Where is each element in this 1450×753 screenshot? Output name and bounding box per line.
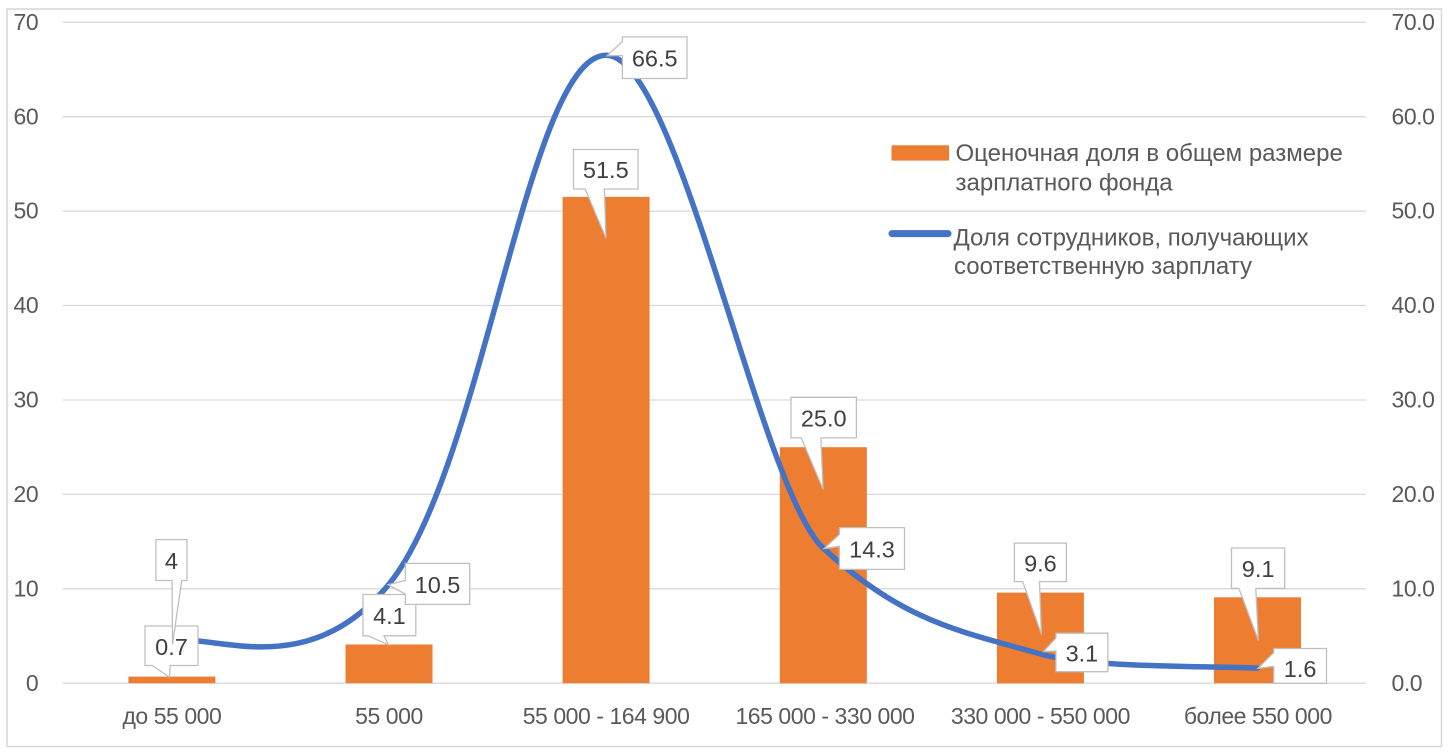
svg-text:55 000 - 164 900: 55 000 - 164 900 [523,703,690,729]
svg-text:4.1: 4.1 [373,603,406,629]
svg-text:55 000: 55 000 [355,703,423,729]
svg-text:51.5: 51.5 [583,157,629,183]
svg-text:до 55 000: до 55 000 [122,703,221,729]
svg-text:30.0: 30.0 [1392,387,1435,413]
svg-text:10.0: 10.0 [1392,575,1435,601]
svg-text:70: 70 [14,9,39,35]
svg-text:40: 40 [14,292,39,318]
svg-text:50.0: 50.0 [1392,198,1435,224]
svg-text:165 000 - 330 000: 165 000 - 330 000 [735,703,914,729]
svg-text:66.5: 66.5 [632,46,678,72]
svg-text:60.0: 60.0 [1392,103,1435,129]
svg-text:3.1: 3.1 [1066,641,1099,667]
svg-text:10: 10 [14,575,39,601]
svg-text:4: 4 [165,548,178,574]
svg-text:50: 50 [14,198,39,224]
svg-text:более 550 000: более 550 000 [1184,703,1332,729]
svg-text:9.1: 9.1 [1242,556,1275,582]
svg-text:60: 60 [14,103,39,129]
svg-text:20: 20 [14,481,39,507]
svg-text:соответственную зарплату: соответственную зарплату [954,253,1252,280]
svg-text:14.3: 14.3 [849,537,895,563]
svg-text:Оценочная доля в общем размере: Оценочная доля в общем размере [956,140,1343,167]
svg-text:40.0: 40.0 [1392,292,1435,318]
svg-text:30: 30 [14,387,39,413]
svg-text:70.0: 70.0 [1392,9,1435,35]
svg-text:9.6: 9.6 [1024,550,1057,576]
svg-text:1.6: 1.6 [1284,656,1317,682]
svg-text:25.0: 25.0 [801,406,847,432]
svg-text:0.0: 0.0 [1392,670,1423,696]
svg-text:Доля сотрудников, получающих: Доля сотрудников, получающих [954,225,1309,252]
svg-text:20.0: 20.0 [1392,481,1435,507]
svg-text:зарплатного фонда: зарплатного фонда [956,170,1174,197]
svg-text:330 000 - 550 000: 330 000 - 550 000 [951,703,1130,729]
svg-text:0: 0 [26,670,38,696]
svg-text:10.5: 10.5 [415,572,461,598]
svg-text:0.7: 0.7 [155,634,188,660]
